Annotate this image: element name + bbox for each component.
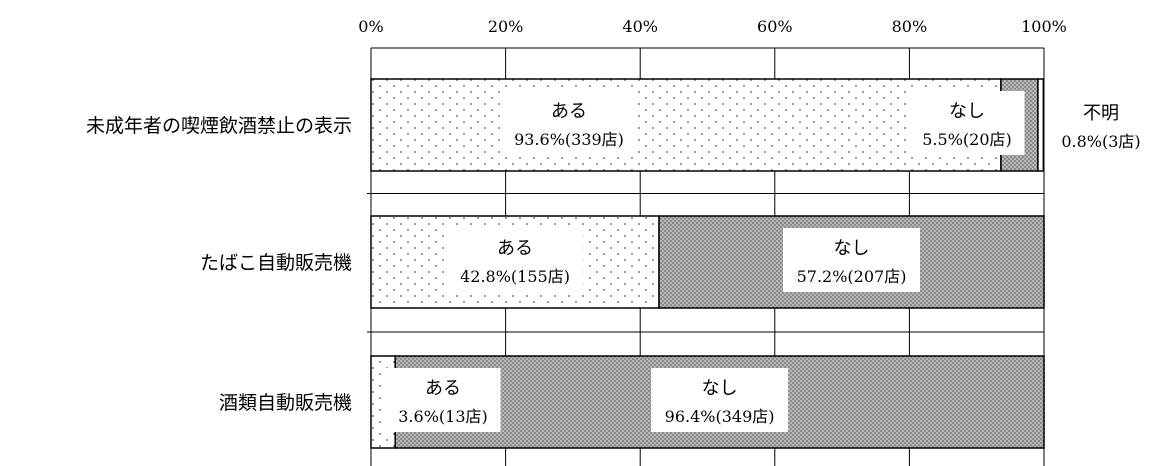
label-box	[385, 368, 501, 432]
data-label: 96.4%(349店)	[665, 407, 775, 426]
data-label: 57.2%(207店)	[797, 267, 907, 286]
category-label: 酒類自動販売機	[219, 392, 352, 414]
category-label: たばこ自動販売機	[200, 252, 352, 274]
x-tick-label: 100%	[1021, 17, 1067, 36]
x-tick-label: 20%	[488, 17, 524, 36]
label-box	[500, 91, 638, 155]
data-label: 3.6%(13店)	[398, 407, 488, 426]
bar-segment	[370, 78, 1002, 172]
data-label: 93.6%(339店)	[514, 130, 624, 149]
x-tick-label: 0%	[358, 17, 383, 36]
segment-label: なし	[949, 101, 985, 122]
x-tick-label: 60%	[757, 17, 793, 36]
segment-label: ある	[497, 238, 533, 259]
segment-label: なし	[702, 378, 738, 399]
data-label: 5.5%(20店)	[922, 130, 1012, 149]
label-box	[909, 91, 1025, 155]
category-label: 未成年者の喫煙飲酒禁止の表示	[86, 115, 352, 137]
bar-segment	[1037, 78, 1045, 172]
segment-label: なし	[834, 238, 870, 259]
data-label: 0.8%(3店)	[1061, 132, 1140, 151]
label-box	[783, 228, 921, 292]
label-box	[446, 228, 584, 292]
segment-label: ある	[425, 378, 461, 399]
label-box	[651, 368, 789, 432]
x-tick-label: 80%	[892, 17, 928, 36]
labels: 0% 20% 40% 60% 80% 100%未成年者の喫煙飲酒禁止の表示ある93.6%(…	[86, 17, 1141, 432]
x-tick-label: 40%	[622, 17, 658, 36]
segment-label: 不明	[1083, 103, 1119, 124]
data-label: 42.8%(155店)	[460, 267, 570, 286]
segment-label: ある	[551, 101, 587, 122]
